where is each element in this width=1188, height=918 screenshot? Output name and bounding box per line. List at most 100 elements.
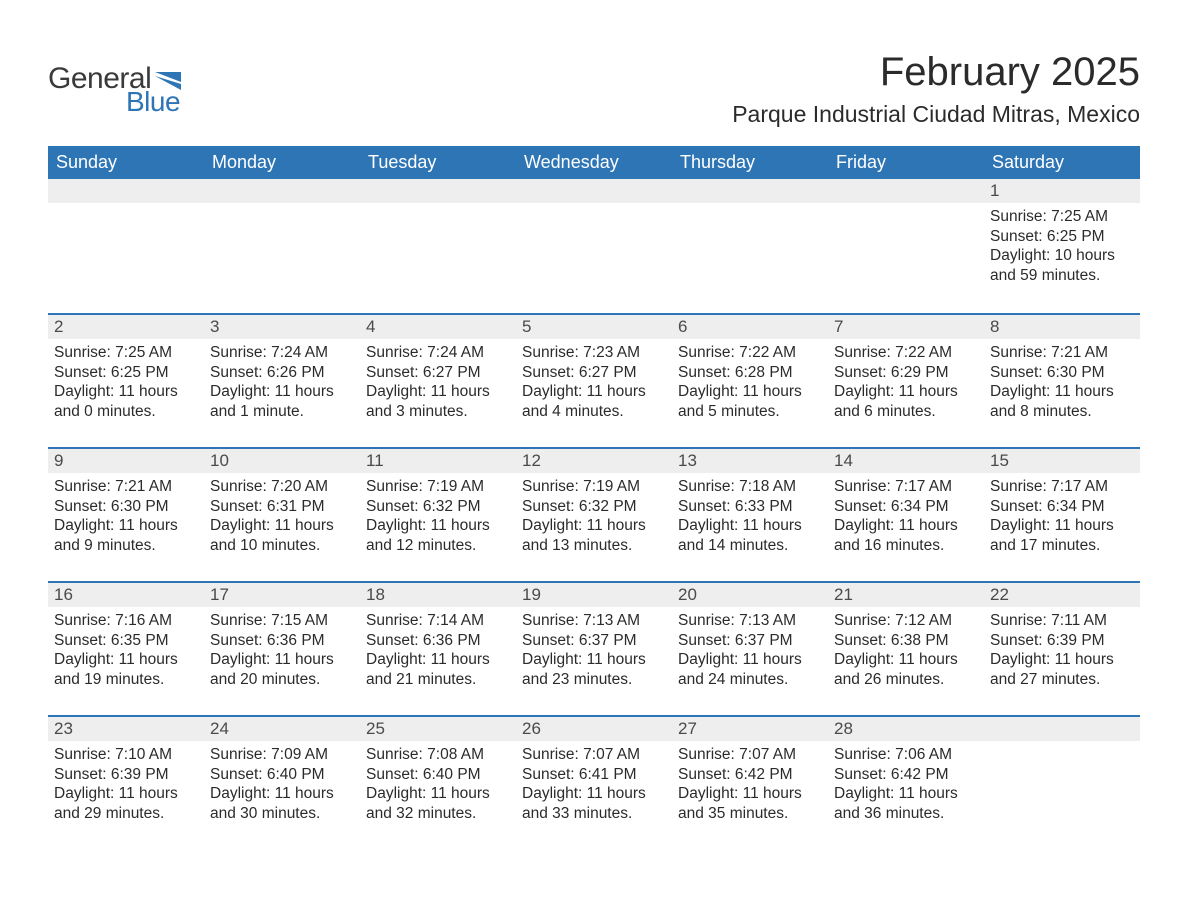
sunrise-text: Sunrise: 7:24 AM bbox=[210, 343, 354, 363]
day-content: Sunrise: 7:18 AMSunset: 6:33 PMDaylight:… bbox=[672, 473, 828, 572]
weekday-header: Friday bbox=[828, 146, 984, 179]
daylight-text: Daylight: 11 hours and 17 minutes. bbox=[990, 516, 1134, 556]
day-number: 13 bbox=[672, 449, 828, 473]
day-cell: 20Sunrise: 7:13 AMSunset: 6:37 PMDayligh… bbox=[672, 583, 828, 715]
day-cell: 28Sunrise: 7:06 AMSunset: 6:42 PMDayligh… bbox=[828, 717, 984, 849]
daylight-text: Daylight: 11 hours and 14 minutes. bbox=[678, 516, 822, 556]
day-number: 10 bbox=[204, 449, 360, 473]
day-number: 23 bbox=[48, 717, 204, 741]
day-content: Sunrise: 7:24 AMSunset: 6:27 PMDaylight:… bbox=[360, 339, 516, 438]
sunrise-text: Sunrise: 7:24 AM bbox=[366, 343, 510, 363]
daylight-text: Daylight: 11 hours and 13 minutes. bbox=[522, 516, 666, 556]
daylight-text: Daylight: 11 hours and 32 minutes. bbox=[366, 784, 510, 824]
day-cell bbox=[48, 179, 204, 313]
logo-text-blue: Blue bbox=[126, 86, 181, 118]
day-content: Sunrise: 7:12 AMSunset: 6:38 PMDaylight:… bbox=[828, 607, 984, 706]
sunset-text: Sunset: 6:39 PM bbox=[990, 631, 1134, 651]
day-content: Sunrise: 7:25 AMSunset: 6:25 PMDaylight:… bbox=[984, 203, 1140, 302]
day-content: Sunrise: 7:09 AMSunset: 6:40 PMDaylight:… bbox=[204, 741, 360, 840]
sunrise-text: Sunrise: 7:19 AM bbox=[366, 477, 510, 497]
week-row: 23Sunrise: 7:10 AMSunset: 6:39 PMDayligh… bbox=[48, 715, 1140, 849]
weeks-container: 1Sunrise: 7:25 AMSunset: 6:25 PMDaylight… bbox=[48, 179, 1140, 849]
day-number: 11 bbox=[360, 449, 516, 473]
daylight-text: Daylight: 11 hours and 3 minutes. bbox=[366, 382, 510, 422]
sunrise-text: Sunrise: 7:07 AM bbox=[522, 745, 666, 765]
day-cell: 16Sunrise: 7:16 AMSunset: 6:35 PMDayligh… bbox=[48, 583, 204, 715]
sunrise-text: Sunrise: 7:25 AM bbox=[54, 343, 198, 363]
sunset-text: Sunset: 6:36 PM bbox=[210, 631, 354, 651]
sunset-text: Sunset: 6:41 PM bbox=[522, 765, 666, 785]
daylight-text: Daylight: 11 hours and 12 minutes. bbox=[366, 516, 510, 556]
day-number: 6 bbox=[672, 315, 828, 339]
empty-day-bar bbox=[204, 179, 360, 203]
day-content: Sunrise: 7:17 AMSunset: 6:34 PMDaylight:… bbox=[828, 473, 984, 572]
daylight-text: Daylight: 11 hours and 23 minutes. bbox=[522, 650, 666, 690]
day-content: Sunrise: 7:21 AMSunset: 6:30 PMDaylight:… bbox=[984, 339, 1140, 438]
day-cell: 27Sunrise: 7:07 AMSunset: 6:42 PMDayligh… bbox=[672, 717, 828, 849]
daylight-text: Daylight: 11 hours and 5 minutes. bbox=[678, 382, 822, 422]
day-cell: 25Sunrise: 7:08 AMSunset: 6:40 PMDayligh… bbox=[360, 717, 516, 849]
sunrise-text: Sunrise: 7:11 AM bbox=[990, 611, 1134, 631]
calendar-grid: Sunday Monday Tuesday Wednesday Thursday… bbox=[48, 146, 1140, 849]
sunrise-text: Sunrise: 7:10 AM bbox=[54, 745, 198, 765]
sunrise-text: Sunrise: 7:20 AM bbox=[210, 477, 354, 497]
daylight-text: Daylight: 10 hours and 59 minutes. bbox=[990, 246, 1134, 286]
day-cell: 24Sunrise: 7:09 AMSunset: 6:40 PMDayligh… bbox=[204, 717, 360, 849]
daylight-text: Daylight: 11 hours and 30 minutes. bbox=[210, 784, 354, 824]
sunrise-text: Sunrise: 7:08 AM bbox=[366, 745, 510, 765]
day-number: 24 bbox=[204, 717, 360, 741]
week-row: 2Sunrise: 7:25 AMSunset: 6:25 PMDaylight… bbox=[48, 313, 1140, 447]
sunrise-text: Sunrise: 7:21 AM bbox=[990, 343, 1134, 363]
day-content: Sunrise: 7:19 AMSunset: 6:32 PMDaylight:… bbox=[516, 473, 672, 572]
daylight-text: Daylight: 11 hours and 20 minutes. bbox=[210, 650, 354, 690]
daylight-text: Daylight: 11 hours and 27 minutes. bbox=[990, 650, 1134, 690]
day-number: 8 bbox=[984, 315, 1140, 339]
day-number: 9 bbox=[48, 449, 204, 473]
day-number: 14 bbox=[828, 449, 984, 473]
sunset-text: Sunset: 6:27 PM bbox=[522, 363, 666, 383]
sunrise-text: Sunrise: 7:22 AM bbox=[834, 343, 978, 363]
day-cell: 5Sunrise: 7:23 AMSunset: 6:27 PMDaylight… bbox=[516, 315, 672, 447]
weekday-header-row: Sunday Monday Tuesday Wednesday Thursday… bbox=[48, 146, 1140, 179]
day-cell: 15Sunrise: 7:17 AMSunset: 6:34 PMDayligh… bbox=[984, 449, 1140, 581]
empty-day-bar bbox=[360, 179, 516, 203]
daylight-text: Daylight: 11 hours and 21 minutes. bbox=[366, 650, 510, 690]
day-cell: 14Sunrise: 7:17 AMSunset: 6:34 PMDayligh… bbox=[828, 449, 984, 581]
daylight-text: Daylight: 11 hours and 6 minutes. bbox=[834, 382, 978, 422]
daylight-text: Daylight: 11 hours and 36 minutes. bbox=[834, 784, 978, 824]
sunset-text: Sunset: 6:42 PM bbox=[678, 765, 822, 785]
sunset-text: Sunset: 6:31 PM bbox=[210, 497, 354, 517]
weekday-header: Saturday bbox=[984, 146, 1140, 179]
weekday-header: Tuesday bbox=[360, 146, 516, 179]
day-cell: 13Sunrise: 7:18 AMSunset: 6:33 PMDayligh… bbox=[672, 449, 828, 581]
day-number: 4 bbox=[360, 315, 516, 339]
sunset-text: Sunset: 6:35 PM bbox=[54, 631, 198, 651]
sunset-text: Sunset: 6:30 PM bbox=[990, 363, 1134, 383]
sunset-text: Sunset: 6:25 PM bbox=[990, 227, 1134, 247]
day-content: Sunrise: 7:19 AMSunset: 6:32 PMDaylight:… bbox=[360, 473, 516, 572]
day-cell bbox=[984, 717, 1140, 849]
day-number: 22 bbox=[984, 583, 1140, 607]
week-row: 9Sunrise: 7:21 AMSunset: 6:30 PMDaylight… bbox=[48, 447, 1140, 581]
sunset-text: Sunset: 6:36 PM bbox=[366, 631, 510, 651]
day-content: Sunrise: 7:06 AMSunset: 6:42 PMDaylight:… bbox=[828, 741, 984, 840]
sunset-text: Sunset: 6:27 PM bbox=[366, 363, 510, 383]
day-content: Sunrise: 7:10 AMSunset: 6:39 PMDaylight:… bbox=[48, 741, 204, 840]
day-number: 25 bbox=[360, 717, 516, 741]
day-number: 3 bbox=[204, 315, 360, 339]
day-number: 27 bbox=[672, 717, 828, 741]
week-row: 16Sunrise: 7:16 AMSunset: 6:35 PMDayligh… bbox=[48, 581, 1140, 715]
daylight-text: Daylight: 11 hours and 35 minutes. bbox=[678, 784, 822, 824]
day-cell: 6Sunrise: 7:22 AMSunset: 6:28 PMDaylight… bbox=[672, 315, 828, 447]
sunrise-text: Sunrise: 7:21 AM bbox=[54, 477, 198, 497]
day-cell: 23Sunrise: 7:10 AMSunset: 6:39 PMDayligh… bbox=[48, 717, 204, 849]
day-content: Sunrise: 7:17 AMSunset: 6:34 PMDaylight:… bbox=[984, 473, 1140, 572]
sunset-text: Sunset: 6:42 PM bbox=[834, 765, 978, 785]
day-content: Sunrise: 7:22 AMSunset: 6:29 PMDaylight:… bbox=[828, 339, 984, 438]
day-cell: 3Sunrise: 7:24 AMSunset: 6:26 PMDaylight… bbox=[204, 315, 360, 447]
day-cell bbox=[828, 179, 984, 313]
month-title: February 2025 bbox=[732, 50, 1140, 95]
day-content: Sunrise: 7:07 AMSunset: 6:42 PMDaylight:… bbox=[672, 741, 828, 840]
day-cell: 12Sunrise: 7:19 AMSunset: 6:32 PMDayligh… bbox=[516, 449, 672, 581]
logo-flag-icon bbox=[155, 70, 181, 90]
